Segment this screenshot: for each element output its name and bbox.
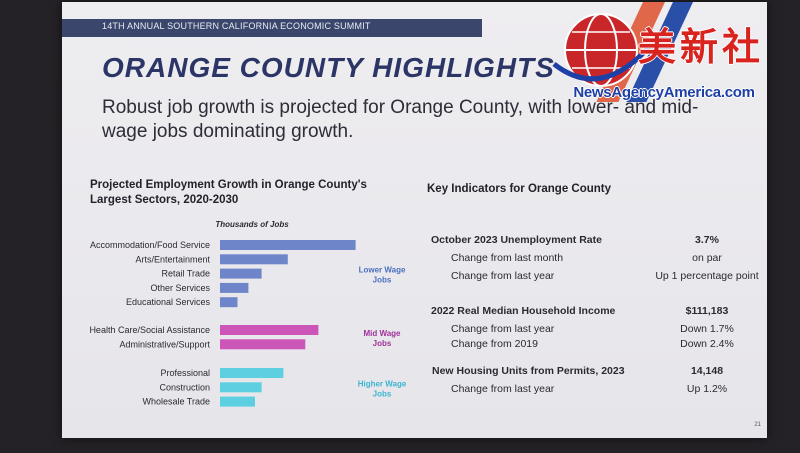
summit-label: 14TH ANNUAL SOUTHERN CALIFORNIA ECONOMIC… [102,21,371,31]
bar [220,282,249,293]
category-label: Wholesale Trade [142,397,210,407]
bar [220,240,356,250]
indicator-row-label: Change from last year [451,323,555,335]
category-label: Other Services [150,283,210,293]
indicator-row-value: Up 1.2% [686,383,728,395]
indicator-row-value: Down 2.4% [680,338,734,350]
chart-title: Projected Employment Growth in Orange Co… [90,179,367,206]
wage-group-label: Higher Wage [358,379,407,388]
watermark-text: NewsAgencyAmerica.com [573,84,755,101]
category-label: Accommodation/Food Service [90,240,210,250]
category-label: Arts/Entertainment [135,254,210,264]
indicator-income-label: 2022 Real Median Household Income [431,305,616,317]
slide: 14TH ANNUAL SOUTHERN CALIFORNIA ECONOMIC… [62,2,767,438]
indicator-row-value: Up 1 percentage point [655,270,759,282]
watermark-chinese: 美新社 [638,24,765,69]
slide-subtitle: Robust job growth is projected for Orang… [102,97,699,142]
indicator-housing-label: New Housing Units from Permits, 2023 [432,365,625,377]
bar [220,396,255,407]
category-label: Health Care/Social Assistance [89,325,210,335]
category-label: Educational Services [126,297,211,307]
bar [220,325,319,335]
category-label: Construction [159,382,210,392]
indicator-row-value: on par [692,252,722,264]
bar [220,297,238,308]
category-label: Retail Trade [161,269,210,279]
wage-group-label: Lower Wage [359,266,406,275]
slide-number: 21 [754,422,761,428]
bar [220,339,306,350]
indicator-row-label: Change from 2019 [451,338,538,350]
indicator-row-value: Down 1.7% [680,323,734,335]
slide-title: ORANGE COUNTY HIGHLIGHTS [102,52,555,83]
indicator-row-label: Change from last year [451,270,555,282]
employment-bar-chart: Thousands of Jobs Accommodation/Food Serv… [89,220,407,407]
bar [220,368,284,378]
indicator-row-label: Change from last year [451,383,555,395]
indicator-unemployment-label: October 2023 Unemployment Rate [431,234,602,246]
summit-banner: 14TH ANNUAL SOUTHERN CALIFORNIA ECONOMIC… [62,19,482,37]
indicator-row-label: Change from last month [451,252,564,264]
bar [220,382,262,393]
bar [220,268,262,279]
category-label: Professional [160,368,210,378]
indicator-housing-value: 14,148 [690,365,724,377]
axis-label: Thousands of Jobs [215,220,289,229]
indicator-income-value: $111,183 [685,305,729,317]
watermark: 美新社 NewsAgencyAmerica.com [546,6,782,106]
wage-group-label: Jobs [373,276,392,285]
indicators-title: Key Indicators for Orange County [427,183,612,195]
indicator-unemployment-value: 3.7% [695,234,719,246]
wage-group-label: Jobs [373,389,392,398]
bar [220,254,288,265]
wage-group-label: Mid Wage [363,329,401,338]
globe-icon [552,13,652,87]
category-label: Administrative/Support [119,339,210,349]
wage-group-label: Jobs [373,339,392,348]
